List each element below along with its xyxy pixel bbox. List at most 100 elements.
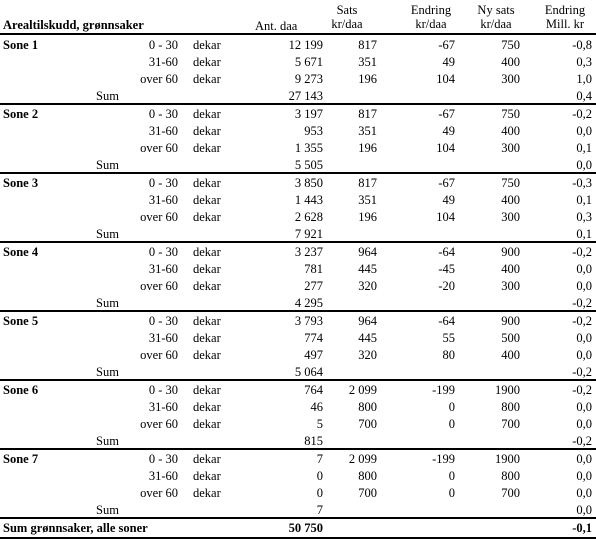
rate-new: 700 <box>501 417 520 431</box>
rate-change: -67 <box>438 176 455 190</box>
zone-separator <box>0 379 596 381</box>
grand-total-change: -0,1 <box>572 521 592 535</box>
rate-new: 400 <box>501 193 520 207</box>
zone-name: Sone 4 <box>3 245 39 259</box>
size-range: 31-60 <box>148 193 178 207</box>
rate-current: 351 <box>358 193 377 207</box>
size-range: 31-60 <box>148 55 178 69</box>
size-range: 31-60 <box>148 469 178 483</box>
rate-new: 300 <box>501 72 520 86</box>
change-mill: 0,0 <box>576 262 592 276</box>
rate-change: 104 <box>436 72 455 86</box>
zone-name: Sone 6 <box>3 383 39 397</box>
rate-current: 196 <box>358 210 377 224</box>
size-range: over 60 <box>140 486 178 500</box>
size-range: over 60 <box>140 279 178 293</box>
area-daa: 764 <box>304 383 323 397</box>
zone-name: Sone 2 <box>3 107 39 121</box>
size-range: 31-60 <box>148 262 178 276</box>
change-mill: -0,2 <box>572 245 592 259</box>
rate-current: 817 <box>358 107 377 121</box>
size-range: 0 - 30 <box>148 245 178 259</box>
rate-current: 196 <box>358 141 377 155</box>
rate-new: 750 <box>501 176 520 190</box>
zone-sum-area: 815 <box>304 434 323 448</box>
unit-label: dekar <box>193 279 221 293</box>
size-range: over 60 <box>140 210 178 224</box>
zone-name: Sone 7 <box>3 452 39 466</box>
rate-new: 300 <box>501 141 520 155</box>
unit-label: dekar <box>193 245 221 259</box>
rate-new: 400 <box>501 55 520 69</box>
rate-current: 2 099 <box>348 452 377 466</box>
header-rule <box>0 33 596 35</box>
change-mill: -0,8 <box>572 38 592 52</box>
change-mill: -0,2 <box>572 107 592 121</box>
rate-current: 320 <box>358 279 377 293</box>
rate-new: 750 <box>501 38 520 52</box>
area-daa: 12 199 <box>288 38 323 52</box>
rate-change: 0 <box>448 400 455 414</box>
rate-change: 49 <box>442 124 456 138</box>
unit-label: dekar <box>193 176 221 190</box>
grand-total-label: Sum grønnsaker, alle soner <box>3 521 148 535</box>
size-range: 31-60 <box>148 331 178 345</box>
grand-total-area: 50 750 <box>288 521 323 535</box>
unit-label: dekar <box>193 383 221 397</box>
zone-sum-area: 7 <box>316 503 323 517</box>
col-header-endring-mill-line2: Mill. kr <box>545 17 585 31</box>
rate-current: 2 099 <box>348 383 377 397</box>
rate-new: 1900 <box>495 383 520 397</box>
col-header-sats-line1: Sats <box>336 3 358 17</box>
rate-current: 800 <box>358 469 377 483</box>
size-range: 0 - 30 <box>148 107 178 121</box>
change-mill: -0,2 <box>572 383 592 397</box>
rate-change: 55 <box>442 331 456 345</box>
area-daa: 5 671 <box>294 55 323 69</box>
rate-current: 964 <box>358 314 377 328</box>
rate-change: 0 <box>448 486 455 500</box>
unit-label: dekar <box>193 314 221 328</box>
area-daa: 3 197 <box>294 107 323 121</box>
zone-sum-change: -0,2 <box>572 365 592 379</box>
area-daa: 1 355 <box>294 141 323 155</box>
zone-sum-change: 0,1 <box>576 227 592 241</box>
rate-current: 700 <box>358 486 377 500</box>
col-header-ant: Ant. daa <box>255 19 298 33</box>
rate-current: 351 <box>358 124 377 138</box>
area-daa: 3 237 <box>294 245 323 259</box>
size-range: over 60 <box>140 141 178 155</box>
zone-separator <box>0 448 596 450</box>
unit-label: dekar <box>193 55 221 69</box>
zone-sum-area: 27 143 <box>288 89 323 103</box>
unit-label: dekar <box>193 124 221 138</box>
change-mill: 0,0 <box>576 124 592 138</box>
rate-change: -199 <box>432 452 455 466</box>
rate-current: 445 <box>358 262 377 276</box>
unit-label: dekar <box>193 107 221 121</box>
size-range: over 60 <box>140 348 178 362</box>
zone-sum-label: Sum <box>96 296 119 310</box>
size-range: over 60 <box>140 417 178 431</box>
unit-label: dekar <box>193 141 221 155</box>
col-header-endring-line2: kr/daa <box>415 17 447 31</box>
rate-new: 400 <box>501 262 520 276</box>
area-daa: 0 <box>316 469 323 483</box>
zone-separator <box>0 310 596 312</box>
rate-change: -67 <box>438 107 455 121</box>
rate-change: 104 <box>436 141 455 155</box>
zone-sum-change: 0,0 <box>576 158 592 172</box>
zone-separator <box>0 103 596 105</box>
size-range: 31-60 <box>148 124 178 138</box>
rate-new: 400 <box>501 124 520 138</box>
unit-label: dekar <box>193 452 221 466</box>
unit-label: dekar <box>193 193 221 207</box>
zone-sum-area: 5 064 <box>294 365 323 379</box>
rate-current: 800 <box>358 400 377 414</box>
change-mill: 0,1 <box>576 193 592 207</box>
col-header-nysats-line2: kr/daa <box>480 17 512 31</box>
rate-change: 0 <box>448 417 455 431</box>
unit-label: dekar <box>193 348 221 362</box>
rate-new: 750 <box>501 107 520 121</box>
